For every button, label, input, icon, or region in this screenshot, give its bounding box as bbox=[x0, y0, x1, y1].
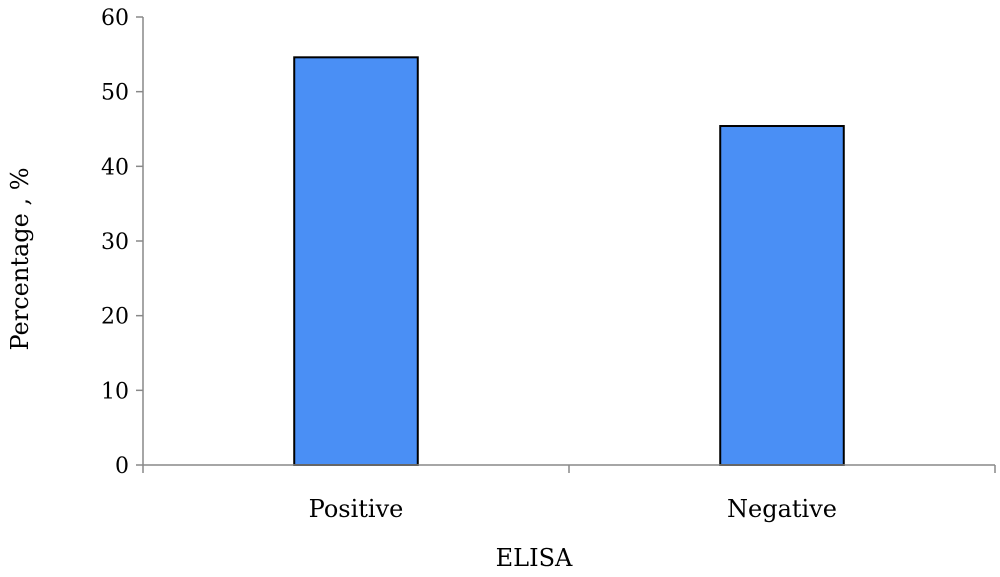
bar-positive bbox=[293, 56, 419, 466]
y-tick-label: 40 bbox=[101, 155, 129, 180]
bar-negative bbox=[719, 125, 845, 466]
y-axis-title: Percentage , % bbox=[6, 167, 34, 350]
x-axis-ticks: Positive Negative bbox=[142, 465, 996, 523]
x-tick-label-negative: Negative bbox=[727, 495, 837, 523]
bars bbox=[293, 56, 845, 466]
y-axis-ticks: 0 10 20 30 40 50 60 bbox=[101, 6, 143, 479]
y-tick-label: 10 bbox=[101, 379, 129, 404]
x-tick-label-positive: Positive bbox=[309, 495, 404, 523]
y-tick-label: 50 bbox=[101, 81, 129, 106]
y-tick-label: 60 bbox=[101, 6, 129, 31]
y-tick-label: 20 bbox=[101, 305, 129, 330]
x-axis-title: ELISA bbox=[496, 544, 573, 572]
y-tick-label: 0 bbox=[115, 454, 129, 479]
y-tick-label: 30 bbox=[101, 230, 129, 255]
